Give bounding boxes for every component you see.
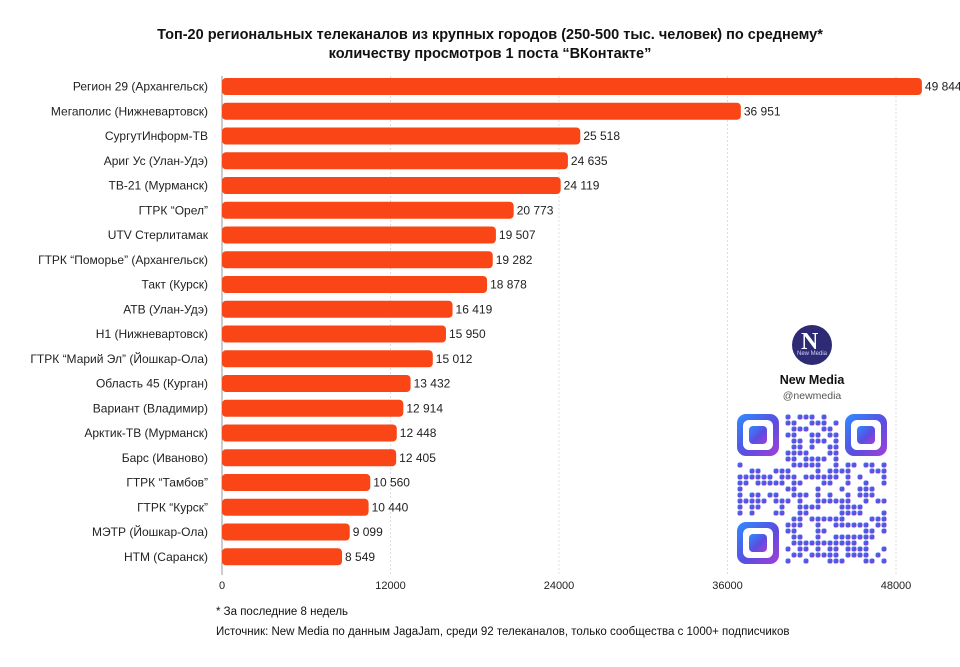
- bar: [222, 102, 741, 120]
- x-tick-label: 24000: [544, 580, 575, 592]
- category-label: Барс (Иваново): [122, 451, 208, 465]
- value-label: 12 405: [399, 451, 436, 465]
- value-label: 20 773: [517, 203, 554, 217]
- bar: [222, 424, 397, 442]
- category-label: СургутИнформ-ТВ: [105, 129, 208, 143]
- x-tick-label: 0: [219, 580, 225, 592]
- value-label: 25 518: [583, 129, 620, 143]
- bar: [222, 375, 411, 392]
- value-label: 19 507: [499, 228, 536, 242]
- brand-name: New Media: [779, 373, 845, 387]
- value-label: 9 099: [353, 525, 383, 539]
- bar: [222, 226, 496, 244]
- bar: [222, 78, 922, 95]
- bar: [222, 251, 493, 269]
- value-label: 18 878: [490, 278, 527, 292]
- value-label: 10 560: [373, 476, 410, 490]
- value-label: 24 119: [564, 179, 600, 193]
- bar: [222, 177, 561, 194]
- category-label: АТВ (Улан-Удэ): [123, 302, 208, 316]
- qr-code[interactable]: [737, 414, 887, 564]
- category-label: UTV Стерлитамак: [108, 228, 209, 242]
- category-label: Область 45 (Курган): [96, 377, 208, 391]
- new-media-logo: N New Media: [792, 325, 832, 365]
- category-label: ГТРК “Тамбов”: [126, 476, 208, 490]
- value-label: 10 440: [372, 500, 409, 514]
- value-label: 13 432: [414, 377, 451, 391]
- value-label: 12 448: [400, 426, 437, 440]
- category-label: Такт (Курск): [142, 278, 208, 292]
- value-label: 15 950: [449, 327, 486, 341]
- value-label: 19 282: [496, 253, 533, 267]
- category-label: Регион 29 (Архангельск): [73, 80, 208, 94]
- bar: [222, 523, 350, 541]
- bar: [222, 300, 453, 318]
- category-label: Вариант (Владимир): [93, 401, 208, 415]
- category-label: НТМ (Саранск): [124, 550, 208, 564]
- category-label: Н1 (Нижневартовск): [96, 327, 208, 341]
- bar: [222, 201, 514, 219]
- value-label: 49 844: [925, 80, 960, 94]
- brand-handle: @newmedia: [782, 390, 842, 402]
- x-tick-label: 12000: [375, 580, 406, 592]
- bar-chart: 0 12000 24000 36000 48000 Регион 29 (Архангел…: [30, 76, 960, 592]
- chart-title-line-2: количеству просмотров 1 поста “ВКонтакте…: [328, 46, 652, 62]
- category-label: Мегаполис (Нижневартовск): [51, 104, 208, 118]
- x-tick-label: 48000: [881, 580, 912, 592]
- value-label: 16 419: [456, 302, 493, 316]
- category-label: ГТРК “Поморье” (Архангельск): [38, 253, 208, 267]
- bar: [222, 498, 369, 516]
- bar: [222, 474, 371, 491]
- bar: [222, 276, 488, 293]
- logo-letter: N: [801, 329, 819, 355]
- category-label: МЭТР (Йошкар-Ола): [92, 524, 208, 539]
- x-tick-label: 36000: [712, 580, 743, 592]
- value-label: 24 635: [571, 154, 608, 168]
- value-label: 15 012: [436, 352, 473, 366]
- bar: [222, 127, 581, 145]
- category-label: ГТРК “Орел”: [139, 203, 208, 217]
- category-label: Ариг Ус (Улан-Удэ): [104, 154, 208, 168]
- value-label: 8 549: [345, 550, 375, 564]
- bar: [222, 152, 568, 170]
- bar: [222, 350, 433, 368]
- bar: [222, 325, 446, 343]
- category-label: ГТРК “Курск”: [137, 500, 208, 514]
- chart-title-line-1: Топ-20 региональных телеканалов из крупн…: [157, 27, 823, 43]
- value-label: 36 951: [744, 104, 781, 118]
- logo-subtitle: New Media: [796, 351, 827, 357]
- source-note: Источник: New Media по данным JagaJam, с…: [216, 626, 790, 638]
- chart-title: Топ-20 региональных телеканалов из крупн…: [130, 26, 850, 64]
- bar: [222, 399, 404, 417]
- category-label: ТВ-21 (Мурманск): [109, 179, 208, 193]
- value-label: 12 914: [406, 401, 443, 415]
- bar: [222, 548, 343, 566]
- brand-block: N New Media New Media @newmedia: [737, 325, 887, 402]
- footnote: * За последние 8 недель: [216, 606, 349, 618]
- category-label: Арктик-ТВ (Мурманск): [84, 426, 208, 440]
- bar: [222, 449, 397, 467]
- category-label: ГТРК “Марий Эл” (Йошкар-Ола): [30, 351, 208, 366]
